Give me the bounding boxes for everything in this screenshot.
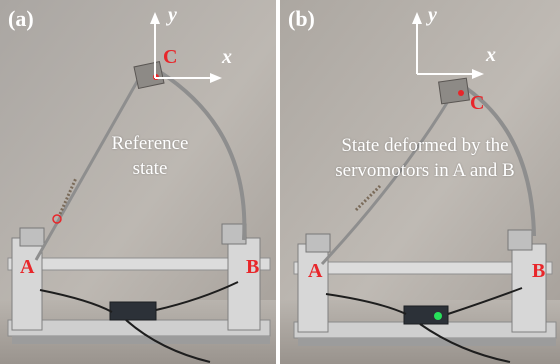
point-c-label: C bbox=[470, 92, 485, 114]
right-flexible-beam bbox=[158, 70, 247, 241]
point-b-label: B bbox=[532, 260, 546, 282]
state-caption: Reference state bbox=[94, 132, 206, 181]
point-b-label: B bbox=[246, 256, 260, 278]
cable-right bbox=[447, 287, 523, 315]
cable-bottom bbox=[419, 323, 511, 363]
panel-a-scene bbox=[0, 0, 276, 364]
state-caption-line-1: State deformed by the bbox=[341, 135, 509, 156]
base-rail-shadow bbox=[12, 336, 270, 344]
spring bbox=[58, 177, 78, 215]
y-axis-label: y bbox=[168, 4, 177, 26]
panel-b-scene bbox=[280, 0, 560, 364]
control-board bbox=[109, 301, 157, 321]
y-axis-arrowhead bbox=[412, 12, 422, 24]
base-rail-top bbox=[293, 261, 553, 275]
x-axis-arrowhead bbox=[210, 73, 222, 83]
spring bbox=[354, 184, 382, 212]
left-post bbox=[297, 243, 329, 333]
point-a-label: A bbox=[20, 256, 35, 278]
panel-a-photo: (a) y x C A B Reference state bbox=[0, 0, 276, 364]
right-flexible-beam bbox=[458, 82, 536, 237]
state-caption-line-2: servomotors in A and B bbox=[335, 159, 515, 181]
cable-right bbox=[155, 281, 239, 311]
y-axis-label: y bbox=[428, 4, 437, 26]
end-effector bbox=[133, 60, 165, 90]
base-rail-top bbox=[7, 257, 271, 271]
x-axis-arrowhead bbox=[472, 69, 484, 79]
base-rail-shadow bbox=[298, 338, 556, 346]
x-axis-label: x bbox=[486, 44, 496, 66]
cable-left bbox=[39, 289, 113, 313]
status-led bbox=[434, 312, 442, 320]
y-axis-arrowhead bbox=[150, 12, 160, 24]
left-servo bbox=[19, 227, 45, 247]
panel-label: (a) bbox=[8, 6, 34, 31]
left-flexible-beam bbox=[34, 79, 140, 261]
state-caption: State deformed by the servomotors in A a… bbox=[310, 134, 540, 183]
x-axis-label: x bbox=[222, 46, 232, 68]
point-c-label: C bbox=[163, 46, 178, 68]
state-caption-line-1: Reference bbox=[111, 133, 189, 154]
state-caption-line-2: state bbox=[132, 157, 168, 179]
panel-label: (b) bbox=[288, 6, 315, 31]
end-effector-marker bbox=[458, 90, 464, 96]
cable-bottom bbox=[125, 319, 211, 363]
left-flexible-beam bbox=[320, 97, 452, 266]
point-a-label: A bbox=[308, 260, 323, 282]
right-post bbox=[511, 243, 547, 333]
cable-left bbox=[325, 293, 407, 315]
left-post bbox=[11, 237, 43, 331]
left-servo bbox=[305, 233, 331, 253]
end-effector bbox=[438, 77, 470, 105]
panel-b-photo: (b) y x C A B State deformed by the serv… bbox=[280, 0, 560, 364]
spring-hook-marker bbox=[52, 214, 62, 224]
right-servo bbox=[507, 229, 533, 251]
